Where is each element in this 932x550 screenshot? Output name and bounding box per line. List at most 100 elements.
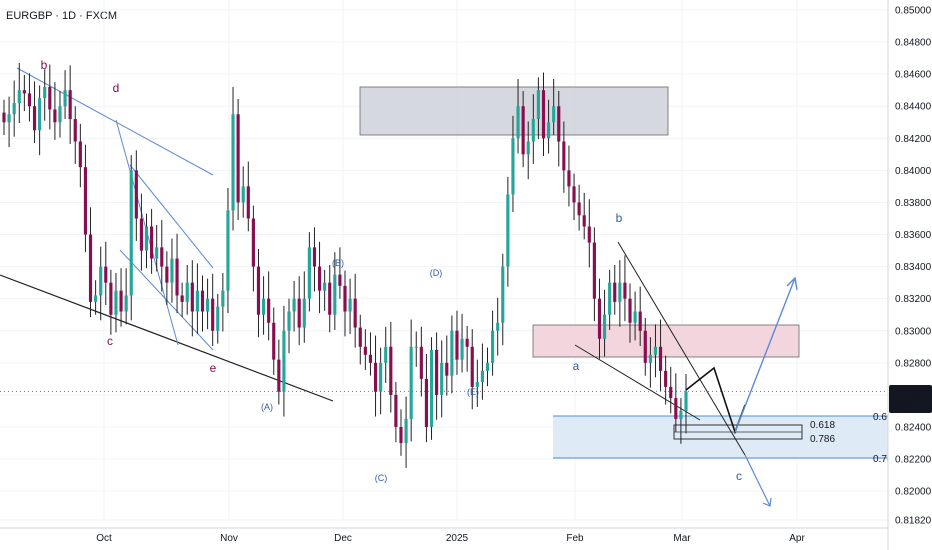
candle-body: [572, 186, 576, 203]
candle: [587, 199, 591, 268]
candle: [246, 161, 250, 232]
candle-body: [236, 114, 240, 203]
y-tick-label: 0.84600: [895, 70, 932, 81]
candle-body: [664, 370, 668, 387]
candle-body: [424, 378, 429, 427]
candle-body: [674, 398, 678, 419]
candle-body: [114, 290, 118, 315]
candle: [669, 366, 673, 414]
candle-body: [206, 298, 210, 312]
y-tick-label: 0.84400: [895, 102, 932, 113]
candle-body: [43, 86, 47, 99]
candle: [78, 123, 82, 188]
candle-body: [373, 362, 378, 392]
candle-body: [567, 170, 571, 187]
candle: [63, 70, 67, 120]
candle: [175, 233, 179, 314]
candle: [277, 339, 281, 405]
candle: [384, 326, 388, 383]
candle-body: [68, 90, 72, 120]
fib-label-edge-078: 0.78: [873, 454, 893, 465]
candle-body: [460, 338, 464, 360]
candle: [323, 269, 327, 311]
candle-body: [292, 298, 296, 312]
candle: [480, 343, 484, 400]
candle: [602, 289, 607, 357]
candle-body: [485, 362, 490, 371]
candle: [99, 246, 103, 321]
candle: [241, 166, 245, 218]
candle: [664, 355, 668, 405]
candle-body: [526, 141, 530, 155]
candle-body: [124, 295, 128, 312]
candle: [557, 90, 561, 167]
candle: [27, 73, 32, 122]
candle-body: [58, 106, 62, 123]
candle: [180, 282, 184, 318]
resistance-zone: [532, 324, 800, 358]
x-tick-label: Nov: [220, 533, 238, 544]
y-tick-label: 0.83800: [895, 198, 932, 209]
candle: [211, 273, 215, 346]
candle: [38, 85, 42, 156]
candle: [216, 293, 220, 344]
candle-body: [343, 285, 347, 312]
candle-body: [129, 170, 133, 296]
candle: [94, 280, 98, 315]
y-tick-label: 0.83600: [895, 230, 932, 241]
y-tick-label: 0.82400: [895, 422, 932, 433]
candle-body: [180, 295, 184, 302]
candle-body: [557, 106, 561, 142]
candle: [328, 265, 332, 333]
candle-body: [190, 282, 194, 312]
candle-body: [104, 266, 108, 283]
candle: [195, 263, 199, 334]
candle-body: [17, 90, 21, 104]
candle: [17, 62, 21, 124]
candle: [43, 69, 47, 121]
wave-label: (D): [430, 268, 443, 278]
y-tick-label: 0.83400: [895, 262, 932, 273]
x-tick-label: Apr: [789, 533, 805, 544]
wave-label: (B): [332, 258, 344, 268]
candle: [521, 90, 525, 168]
candle-body: [577, 202, 581, 216]
candle: [363, 329, 367, 371]
candle: [185, 265, 189, 315]
candle: [379, 347, 383, 415]
candle-body: [73, 119, 77, 142]
wave-label: b: [616, 211, 623, 225]
candle: [485, 347, 490, 387]
candle: [190, 260, 194, 337]
candle-body: [613, 282, 617, 302]
candle-body: [435, 350, 439, 395]
candle: [633, 291, 637, 341]
projection-down: [744, 454, 771, 507]
candle: [160, 220, 164, 292]
candle: [684, 374, 688, 434]
candle-body: [389, 346, 393, 395]
candle-body: [221, 290, 225, 307]
candle-body: [333, 274, 337, 315]
candle-body: [404, 418, 408, 444]
candle: [109, 269, 113, 335]
candle: [155, 224, 159, 272]
wave-label: d: [113, 81, 120, 95]
candle-body: [165, 266, 169, 283]
candle-body: [516, 106, 520, 139]
candle: [297, 276, 301, 346]
candle-body: [246, 186, 250, 219]
candle-body: [511, 138, 515, 195]
candle-body: [521, 106, 525, 155]
candle-body: [27, 93, 32, 107]
price-badge-value: 0.82622: [893, 389, 930, 400]
candle: [139, 193, 143, 271]
candle-body: [582, 215, 586, 227]
candle-body: [312, 247, 317, 267]
candle: [440, 340, 444, 418]
candle: [2, 99, 6, 136]
wave-label: e: [210, 361, 217, 375]
candle-body: [501, 266, 505, 323]
